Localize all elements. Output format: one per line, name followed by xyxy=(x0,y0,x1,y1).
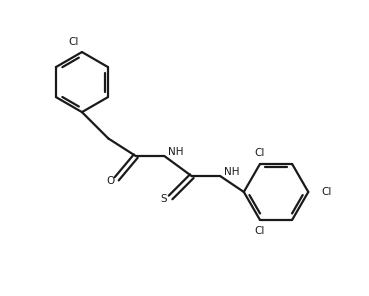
Text: Cl: Cl xyxy=(255,226,265,236)
Text: NH: NH xyxy=(224,167,239,177)
Text: S: S xyxy=(160,194,166,204)
Text: NH: NH xyxy=(168,147,183,157)
Text: Cl: Cl xyxy=(69,37,79,47)
Text: Cl: Cl xyxy=(321,187,331,197)
Text: O: O xyxy=(106,176,114,186)
Text: Cl: Cl xyxy=(255,148,265,158)
